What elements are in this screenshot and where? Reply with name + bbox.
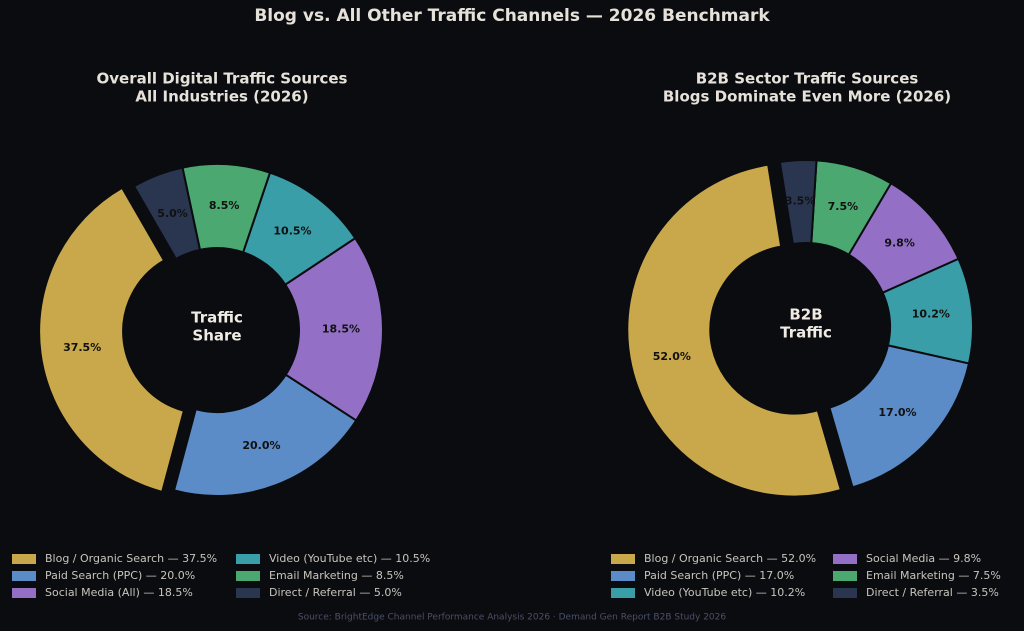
legend-label: Video (YouTube etc) — 10.5% [269, 552, 430, 565]
value-label: 20.0% [242, 439, 280, 452]
legend-swatch [236, 571, 260, 581]
value-label: 7.5% [828, 200, 859, 213]
value-label: 17.0% [878, 406, 916, 419]
value-label: 10.2% [912, 307, 950, 320]
donut-wedge [38, 186, 186, 494]
value-label: 18.5% [322, 322, 360, 335]
legend-swatch [236, 554, 260, 564]
legend-swatch [611, 571, 635, 581]
value-label: 37.5% [63, 341, 101, 354]
legend-swatch [236, 588, 260, 598]
legend-label: Social Media (All) — 18.5% [45, 586, 193, 599]
legend-label: Blog / Organic Search — 37.5% [45, 552, 217, 565]
chart-title: Blogs Dominate Even More (2026) [663, 88, 951, 106]
legend-swatch [12, 588, 36, 598]
legend-label: Direct / Referral — 3.5% [866, 586, 999, 599]
donut-wedge [132, 166, 202, 261]
donut-wedge [283, 236, 384, 422]
legend-label: Paid Search (PPC) — 20.0% [45, 569, 195, 582]
legend-swatch [12, 571, 36, 581]
chart-title: Overall Digital Traffic Sources [97, 70, 348, 88]
value-label: 10.5% [273, 225, 311, 238]
legend-swatch [12, 554, 36, 564]
legend-label: Blog / Organic Search — 52.0% [644, 552, 816, 565]
chart-title: B2B Sector Traffic Sources [696, 70, 919, 88]
center-label: B2B [789, 306, 822, 324]
legend-label: Email Marketing — 7.5% [866, 569, 1001, 582]
value-label: 5.0% [157, 207, 188, 220]
legend-label: Email Marketing — 8.5% [269, 569, 404, 582]
value-label: 52.0% [653, 350, 691, 363]
donut-wedge [172, 373, 358, 497]
legend-label: Direct / Referral — 5.0% [269, 586, 402, 599]
center-label: Share [192, 327, 241, 345]
legend-swatch [833, 571, 857, 581]
value-label: 9.8% [884, 236, 915, 249]
legend-swatch [833, 554, 857, 564]
center-label: Traffic [191, 309, 243, 327]
legend-swatch [611, 554, 635, 564]
donut-wedge [778, 159, 818, 246]
center-label: Traffic [780, 324, 832, 342]
chart-title: All Industries (2026) [135, 88, 308, 106]
legend-label: Video (YouTube etc) — 10.2% [644, 586, 805, 599]
source-note: Source: BrightEdge Channel Performance A… [298, 613, 727, 623]
value-label: 8.5% [209, 199, 240, 212]
page-title: Blog vs. All Other Traffic Channels — 20… [254, 6, 770, 26]
value-label: 3.5% [785, 195, 816, 208]
legend-label: Social Media — 9.8% [866, 552, 981, 565]
donut-wedge [626, 163, 843, 498]
legend-swatch [833, 588, 857, 598]
donut-wedge [828, 344, 971, 489]
legend-label: Paid Search (PPC) — 17.0% [644, 569, 794, 582]
legend-swatch [611, 588, 635, 598]
